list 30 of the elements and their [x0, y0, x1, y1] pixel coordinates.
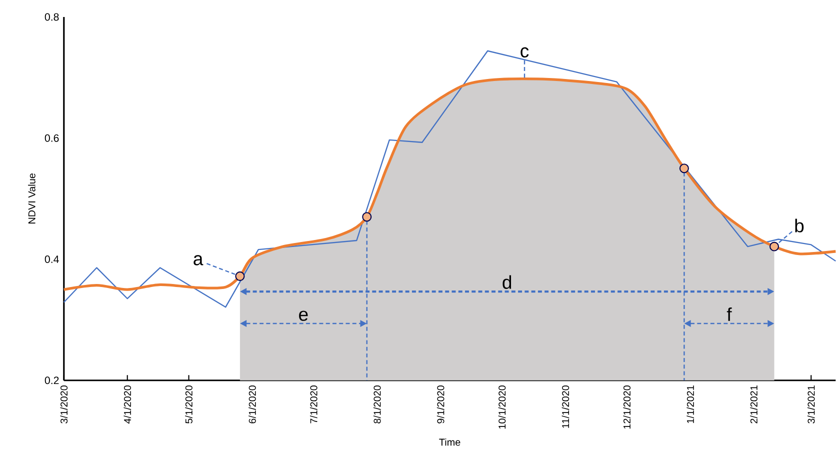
- point: [235, 271, 245, 281]
- x-tick-label: 9/1/2020: [436, 385, 444, 424]
- point: [679, 164, 689, 174]
- x-tick-label: 12/1/2020: [623, 385, 631, 428]
- x-tick-label: 1/1/2021: [686, 385, 694, 423]
- y-tick-label: 0.4: [44, 255, 59, 263]
- annotation: c: [520, 47, 529, 58]
- x-tick-label: 3/1/2021: [807, 385, 815, 424]
- y-tick-label: 0.6: [44, 134, 59, 142]
- annotation: e: [299, 310, 308, 321]
- x-tick-label: 3/1/2020: [60, 385, 68, 424]
- x-tick-label: 5/1/2020: [185, 385, 192, 424]
- x-axis-title: Time: [439, 438, 460, 446]
- y-axis-title: NDVI Value: [28, 173, 36, 224]
- annotation: b: [795, 218, 804, 232]
- point: [362, 212, 372, 222]
- y-tick-label: 0.2: [44, 376, 59, 384]
- x-tick-label: 6/1/2020: [248, 385, 256, 424]
- x-tick-label: 7/1/2020: [310, 385, 318, 424]
- y-tick-label: 0.8: [44, 13, 59, 21]
- x-tick-label: 2/1/2021: [750, 385, 758, 424]
- annotation: a: [194, 255, 204, 266]
- annotation: d: [502, 275, 512, 289]
- line-series: [62, 77, 837, 291]
- x-tick-label: 10/1/2020: [498, 385, 506, 428]
- x-tick-label: 4/1/2020: [124, 385, 132, 424]
- x-tick-label: 8/1/2020: [373, 385, 381, 424]
- point: [769, 242, 780, 252]
- annotation: f: [726, 307, 732, 321]
- x-tick-label: 11/1/2020: [562, 385, 570, 428]
